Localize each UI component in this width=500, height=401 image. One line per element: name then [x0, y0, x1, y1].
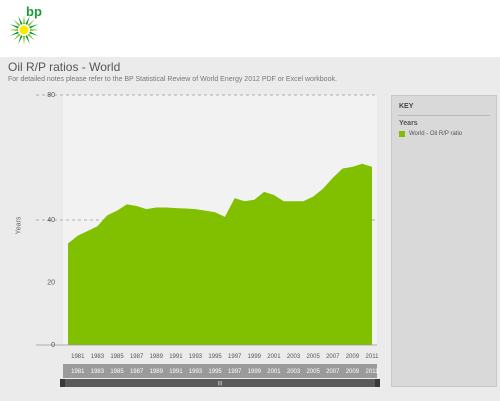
- navigator-tick-label: 1997: [228, 369, 242, 375]
- legend-item-label: World - Oil R/P ratio: [409, 131, 463, 137]
- legend-title: KEY: [399, 103, 414, 110]
- x-tick-label: 1993: [189, 354, 203, 360]
- logo-ray: [9, 28, 19, 32]
- logo-ray: [25, 35, 30, 44]
- logo-ray: [10, 31, 19, 36]
- navigator-tick-label: 1981: [71, 369, 85, 375]
- navigator-track[interactable]: [63, 364, 377, 378]
- logo-ray: [27, 33, 35, 41]
- navigator-tick-label: 1983: [91, 369, 105, 375]
- x-tick-label: 2009: [346, 354, 360, 360]
- y-axis-label: Years: [15, 216, 23, 235]
- logo-ray: [29, 31, 38, 36]
- scrollbar-right-arrow[interactable]: [375, 379, 380, 387]
- legend-item[interactable]: World - Oil R/P ratio: [399, 131, 462, 137]
- x-tick-label: 1985: [110, 354, 124, 360]
- navigator-tick-label: 2001: [267, 369, 281, 375]
- navigator-tick-label: 1991: [169, 369, 183, 375]
- logo-ray: [13, 33, 21, 41]
- logo-ray: [13, 19, 21, 27]
- x-tick-label: 2003: [287, 354, 301, 360]
- x-tick-label: 1987: [130, 354, 144, 360]
- scrollbar-left-arrow[interactable]: [60, 379, 65, 387]
- logo-ray: [25, 16, 30, 25]
- bp-wordmark: bp: [26, 4, 42, 19]
- navigator-tick-label: 1985: [110, 369, 124, 375]
- x-tick-label: 2005: [306, 354, 320, 360]
- y-tick-label: 80: [47, 92, 55, 99]
- x-tick-label: 1991: [169, 354, 183, 360]
- logo-ray: [22, 35, 26, 45]
- navigator-tick-label: 2003: [287, 369, 301, 375]
- x-tick-label: 1997: [228, 354, 242, 360]
- logo-ray: [29, 24, 38, 29]
- y-tick-label: 20: [47, 280, 55, 287]
- x-tick-label: 1983: [91, 354, 105, 360]
- navigator-scrollbar[interactable]: [63, 379, 377, 387]
- logo-ray: [22, 15, 26, 25]
- legend-panel: KEY Years World - Oil R/P ratio: [391, 95, 497, 387]
- logo-ray: [18, 16, 23, 25]
- logo-ray: [10, 24, 19, 29]
- scrollbar-thumb-grip[interactable]: III: [217, 382, 222, 388]
- navigator-tick-label: 2011: [366, 369, 380, 375]
- x-tick-label: 2011: [366, 354, 380, 360]
- bp-helios-logo-icon: [9, 15, 39, 45]
- x-tick-label: 2001: [267, 354, 281, 360]
- page-title: Oil R/P ratios - World: [8, 60, 121, 74]
- x-tick-label: 1989: [150, 354, 164, 360]
- navigator-tick-label: 1999: [248, 369, 262, 375]
- navigator-tick-label: 1995: [208, 369, 222, 375]
- area-series-world-oil-rp[interactable]: [68, 163, 372, 345]
- navigator-tick-label: 2007: [326, 369, 340, 375]
- legend-section-title: Years: [399, 120, 418, 127]
- x-tick-label: 1981: [71, 354, 85, 360]
- x-tick-label: 1995: [208, 354, 222, 360]
- legend-divider: [398, 115, 490, 116]
- navigator-tick-label: 1987: [130, 369, 144, 375]
- logo-ray: [27, 19, 35, 27]
- navigator-tick-label: 2005: [306, 369, 320, 375]
- logo-ray: [18, 35, 23, 44]
- legend-swatch: [399, 131, 405, 137]
- x-tick-label: 1999: [248, 354, 262, 360]
- x-tick-label: 2007: [326, 354, 340, 360]
- navigator-tick-label: 1993: [189, 369, 203, 375]
- y-tick-label: 0: [51, 342, 55, 349]
- logo-ray: [29, 28, 39, 32]
- navigator-tick-label: 1989: [150, 369, 164, 375]
- navigator-tick-label: 2009: [346, 369, 360, 375]
- page-subtitle: For detailed notes please refer to the B…: [8, 76, 337, 83]
- y-tick-label: 40: [47, 217, 55, 224]
